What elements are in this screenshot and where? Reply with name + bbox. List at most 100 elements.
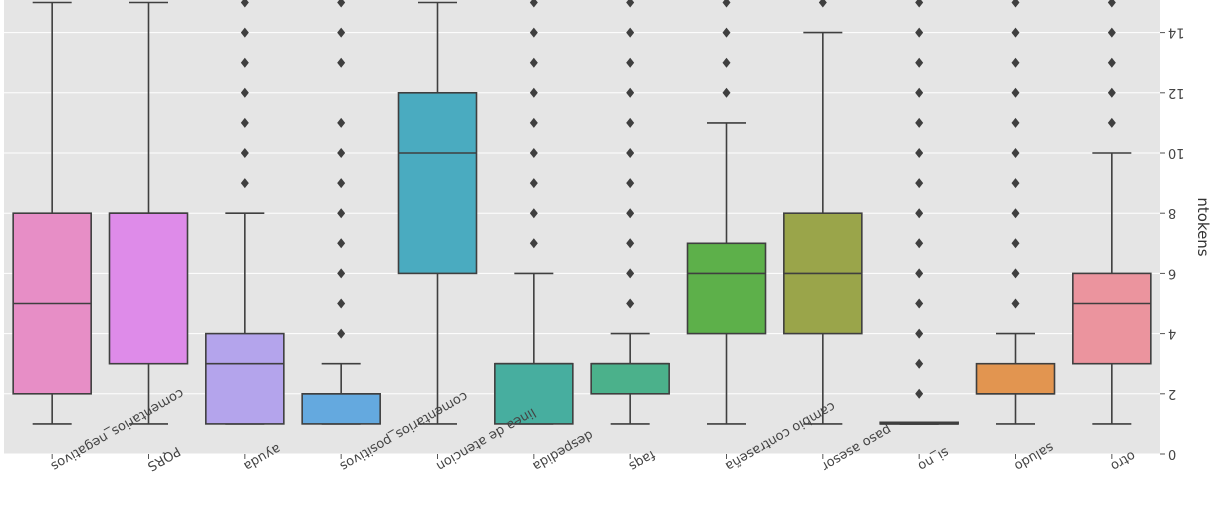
outlier-8-2	[337, 268, 346, 279]
box-10	[108, 1, 189, 425]
outlier-5-2	[626, 238, 635, 249]
outlier-3-0	[818, 0, 827, 8]
box-rect-10	[108, 212, 189, 365]
box-5	[590, 0, 670, 425]
outlier-8-9	[337, 27, 346, 38]
y-tick-label-0: 0	[1168, 446, 1176, 461]
outlier-4-1	[722, 57, 731, 68]
outlier-5-10	[626, 0, 635, 8]
outlier-2-2	[915, 328, 924, 339]
outlier-1-8	[1011, 57, 1020, 68]
boxes	[12, 0, 1152, 425]
outlier-6-7	[529, 27, 538, 38]
outlier-9-0	[240, 178, 249, 189]
outlier-8-10	[337, 0, 346, 8]
box-rect-5	[590, 362, 670, 395]
outlier-0-3	[1107, 27, 1116, 38]
outlier-6-0	[529, 238, 538, 249]
outlier-6-2	[529, 178, 538, 189]
outlier-6-1	[529, 208, 538, 219]
y-tick-label-10: 10	[1168, 145, 1185, 160]
outlier-4-2	[722, 27, 731, 38]
box-rect-6	[494, 362, 574, 425]
outlier-5-6	[626, 117, 635, 128]
outlier-1-9	[1011, 27, 1020, 38]
outlier-0-2	[1107, 57, 1116, 68]
outlier-2-5	[915, 238, 924, 249]
outlier-0-1	[1107, 87, 1116, 98]
plot-background	[4, 0, 1160, 454]
y-tick-label-14: 14	[1168, 25, 1185, 40]
box-4	[686, 0, 767, 425]
box-9	[205, 0, 285, 425]
outlier-2-7	[915, 178, 924, 189]
box-6	[494, 0, 574, 425]
outlier-2-8	[915, 148, 924, 158]
box-rect-9	[205, 332, 285, 425]
outlier-8-7	[337, 117, 346, 128]
box-3	[783, 0, 863, 425]
y-tick-label-8: 8	[1168, 205, 1176, 220]
outlier-6-4	[529, 117, 538, 128]
outlier-8-0	[337, 328, 346, 339]
outlier-4-0	[722, 87, 731, 98]
outlier-9-4	[240, 57, 249, 68]
outlier-1-3	[1011, 208, 1020, 219]
outlier-1-7	[1011, 87, 1020, 98]
outlier-8-6	[337, 148, 346, 158]
box-rect-4	[686, 242, 767, 335]
outlier-1-1	[1011, 268, 1020, 279]
outlier-2-9	[915, 117, 924, 128]
outlier-2-12	[915, 27, 924, 38]
outlier-1-5	[1011, 148, 1020, 158]
outlier-1-4	[1011, 178, 1020, 189]
outlier-1-6	[1011, 117, 1020, 128]
outlier-5-5	[626, 148, 635, 158]
outlier-6-5	[529, 87, 538, 98]
y-tick-label-2: 2	[1168, 386, 1176, 401]
y-axis-title: ntokens	[1194, 197, 1212, 256]
outlier-1-10	[1011, 0, 1020, 8]
y-axis-ticks: 0 2 4 6 8 10 12 14	[1160, 25, 1185, 461]
outlier-9-2	[240, 117, 249, 128]
y-tick-label-4: 4	[1168, 326, 1176, 341]
box-7	[397, 1, 478, 425]
outlier-8-4	[337, 208, 346, 219]
outlier-5-1	[626, 268, 635, 279]
outlier-8-5	[337, 178, 346, 189]
outlier-9-5	[240, 27, 249, 38]
y-tick-label-6: 6	[1168, 265, 1176, 280]
box-rect-7	[397, 91, 478, 275]
outlier-9-6	[240, 0, 249, 8]
outlier-2-6	[915, 208, 924, 219]
outlier-2-3	[915, 298, 924, 309]
outlier-4-3	[722, 0, 731, 8]
y-tick-label-12: 12	[1168, 85, 1185, 100]
outlier-5-7	[626, 87, 635, 98]
box-8	[301, 0, 381, 425]
outlier-2-11	[915, 57, 924, 68]
outlier-5-3	[626, 208, 635, 219]
box-11	[12, 1, 92, 425]
outlier-0-0	[1107, 117, 1116, 128]
outlier-8-1	[337, 298, 346, 309]
box-rect-1	[975, 362, 1056, 395]
outlier-5-9	[626, 27, 635, 38]
box-rect-8	[301, 393, 381, 425]
outlier-6-6	[529, 57, 538, 68]
outlier-2-1	[915, 358, 924, 369]
outlier-5-4	[626, 178, 635, 189]
outlier-6-3	[529, 148, 538, 158]
outlier-1-2	[1011, 238, 1020, 249]
outlier-9-3	[240, 87, 249, 98]
outlier-6-8	[529, 0, 538, 8]
outlier-0-4	[1107, 0, 1116, 8]
outlier-8-8	[337, 57, 346, 68]
outlier-2-0	[915, 388, 924, 399]
outlier-2-4	[915, 268, 924, 279]
outlier-9-1	[240, 148, 249, 158]
outlier-5-0	[626, 298, 635, 309]
outlier-8-3	[337, 238, 346, 249]
outlier-2-10	[915, 87, 924, 98]
